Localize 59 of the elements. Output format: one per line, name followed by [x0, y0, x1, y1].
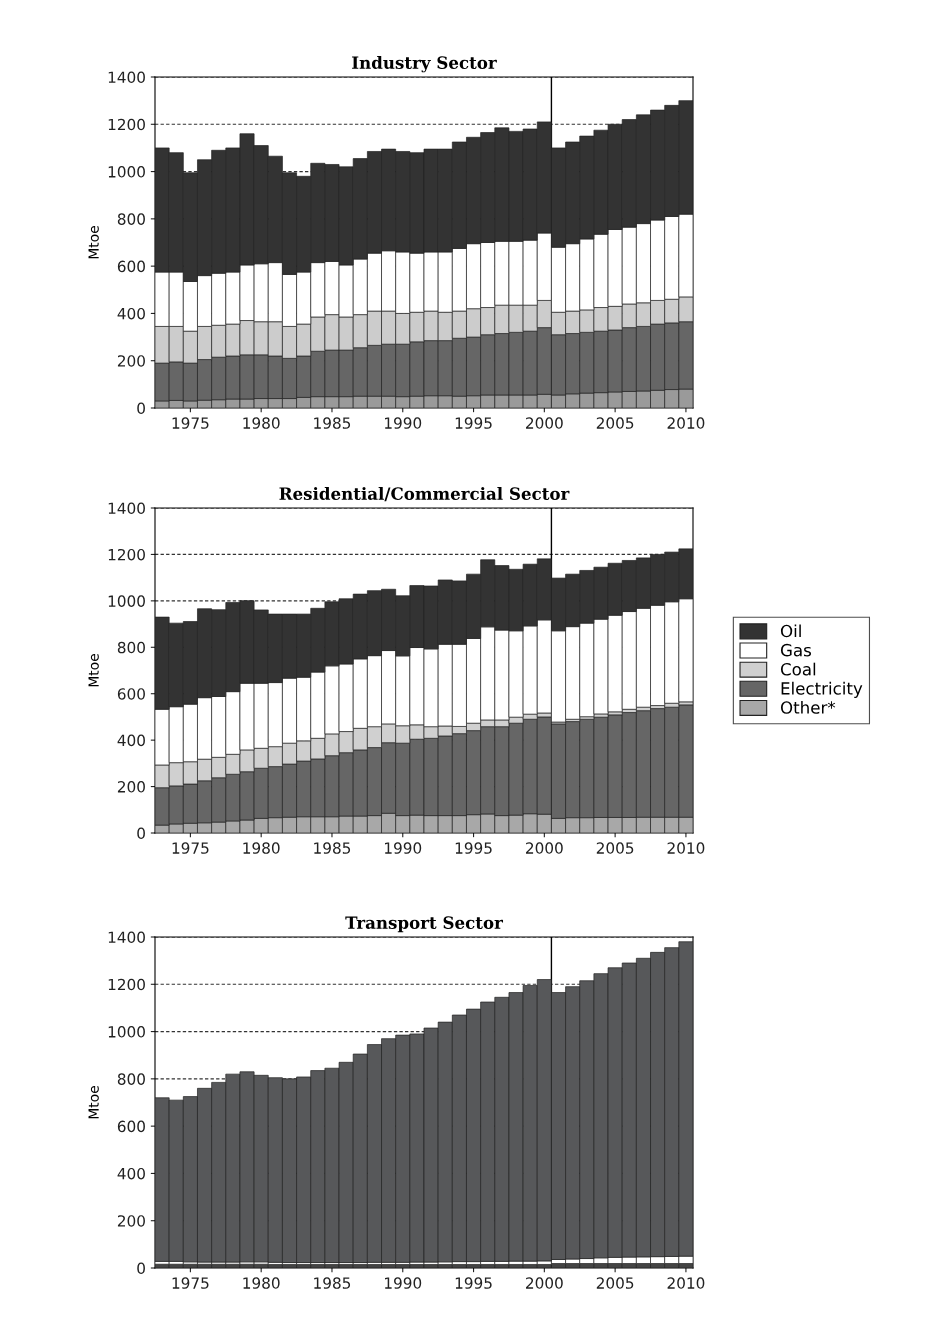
y-tick-label: 200: [117, 355, 145, 367]
x-tick-label: 1980: [243, 1277, 280, 1289]
y-tick-label: 400: [117, 734, 145, 747]
x-tick-label: 2000: [526, 1277, 563, 1289]
x-tick-label: 2000: [526, 842, 563, 854]
x-tick-label: 1995: [455, 1277, 492, 1289]
x-tick-label: 2005: [596, 842, 634, 854]
x-tick-label: 1980: [243, 417, 280, 429]
y-tick-label: 0: [137, 827, 145, 840]
legend-label: Gas: [780, 643, 812, 657]
y-tick-label: 600: [117, 688, 145, 700]
y-tick-label: 400: [117, 1167, 145, 1180]
y-tick-label: 1200: [108, 118, 145, 131]
y-tick-label: 1000: [108, 1026, 145, 1038]
y-tick-label: 800: [117, 1073, 145, 1085]
x-tick-label: 1995: [455, 417, 492, 429]
chart-title: Residential/Commercial Sector: [279, 487, 570, 502]
y-tick-label: 200: [117, 781, 145, 793]
x-tick-label: 1990: [385, 1277, 422, 1289]
y-tick-label: 800: [117, 213, 145, 225]
legend-label: Coal: [780, 662, 816, 676]
x-tick-label: 1990: [385, 417, 422, 429]
x-tick-label: 1985: [314, 1277, 351, 1289]
y-tick-label: 1400: [108, 71, 145, 84]
y-tick-label: 0: [137, 402, 145, 415]
y-tick-label: 800: [117, 641, 145, 654]
x-tick-label: 1975: [172, 417, 209, 429]
y-tick-label: 1400: [108, 931, 145, 944]
y-tick-label: 1000: [108, 166, 145, 178]
x-tick-label: 1985: [314, 417, 351, 429]
x-tick-label: 1990: [385, 842, 422, 854]
legend-label: Electricity: [781, 681, 863, 698]
x-tick-label: 2010: [667, 842, 705, 854]
x-tick-label: 1995: [455, 842, 492, 854]
y-axis-title: Mtoe: [88, 654, 99, 687]
y-tick-label: 1000: [108, 595, 145, 607]
x-tick-label: 1975: [172, 1277, 209, 1289]
y-tick-label: 1200: [108, 978, 145, 991]
legend-label: Other*: [780, 700, 836, 714]
y-tick-label: 1200: [108, 548, 145, 561]
chart-title: Transport Sector: [345, 916, 504, 933]
x-tick-label: 2010: [667, 1277, 705, 1289]
y-tick-label: 400: [117, 307, 145, 320]
x-tick-label: 2000: [526, 417, 563, 429]
x-tick-label: 1980: [243, 842, 280, 854]
y-tick-label: 600: [117, 260, 145, 273]
x-tick-label: 1985: [314, 842, 351, 854]
y-tick-label: 600: [117, 1120, 145, 1133]
x-tick-label: 2005: [596, 417, 634, 429]
legend-label: Oil: [780, 624, 801, 638]
y-tick-label: 200: [117, 1215, 145, 1227]
x-tick-label: 2010: [667, 417, 705, 429]
chart-title: Industry Sector: [352, 56, 497, 73]
x-tick-label: 1975: [172, 842, 209, 854]
y-tick-label: 1400: [108, 502, 145, 515]
y-tick-label: 0: [137, 1262, 145, 1275]
y-axis-title: Mtoe: [88, 226, 99, 259]
y-axis-title: Mtoe: [88, 1086, 99, 1119]
x-tick-label: 2005: [596, 1277, 634, 1289]
